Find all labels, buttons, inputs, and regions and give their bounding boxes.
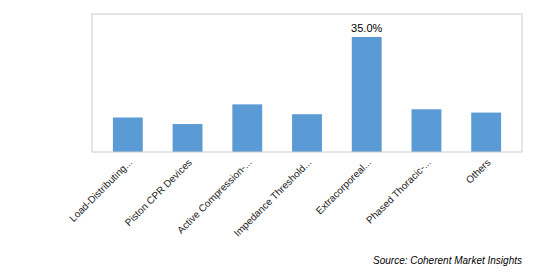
plot-frame <box>92 14 522 152</box>
x-tick-label: Piston CPR Devices <box>123 157 194 228</box>
bar <box>232 104 262 152</box>
x-tick-label: Others <box>464 157 493 186</box>
chart-container: Load-Distributing...Piston CPR DevicesAc… <box>0 0 538 272</box>
annotation: 35.0% <box>351 22 382 34</box>
bar <box>412 109 442 152</box>
chart: Load-Distributing...Piston CPR DevicesAc… <box>0 0 538 272</box>
bar <box>173 124 203 152</box>
bars <box>113 37 501 152</box>
x-tick-label: Phased Thoracic-... <box>364 157 433 226</box>
x-tick-label: Extracorporeal... <box>314 157 374 217</box>
bar <box>113 118 143 153</box>
source-note: Source: Coherent Market Insights <box>373 255 522 266</box>
bar <box>292 114 322 152</box>
x-tick-label: Impedance Threshold... <box>232 157 314 239</box>
bar <box>471 113 501 152</box>
x-tick-label: Load-Distributing... <box>67 157 134 224</box>
bar <box>352 37 382 152</box>
